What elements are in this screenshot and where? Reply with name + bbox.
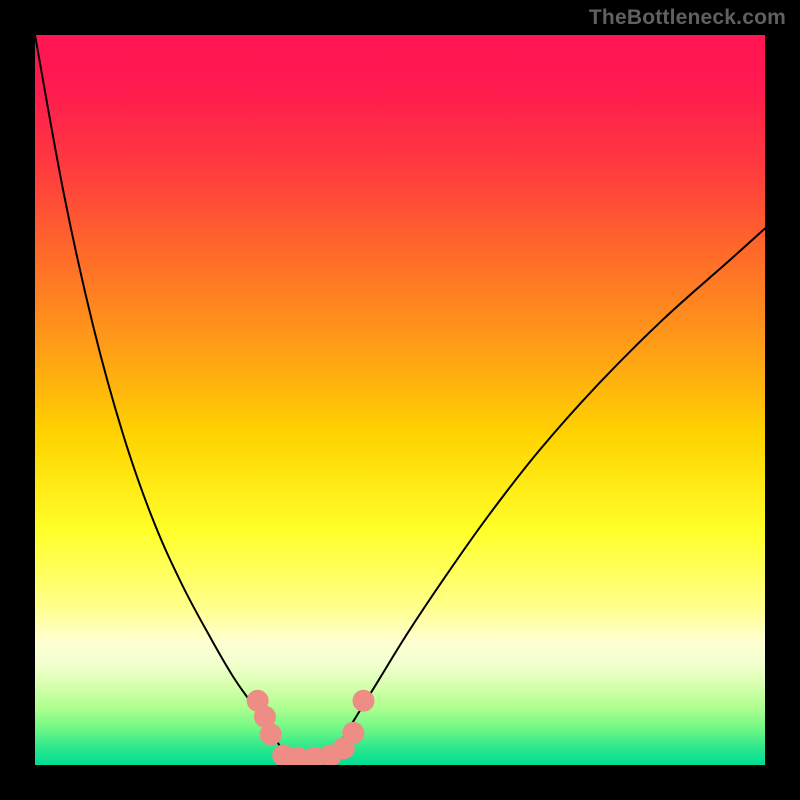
bottom-marker xyxy=(342,722,364,744)
right-curve xyxy=(327,228,765,765)
chart-stage: TheBottleneck.com xyxy=(0,0,800,800)
bottom-marker xyxy=(260,723,282,745)
bottom-marker xyxy=(353,690,375,712)
bottom-marker-group xyxy=(247,690,375,765)
plot-svg xyxy=(35,35,765,765)
left-curve xyxy=(35,35,291,765)
watermark-text: TheBottleneck.com xyxy=(589,6,786,30)
plot-area xyxy=(35,35,765,765)
